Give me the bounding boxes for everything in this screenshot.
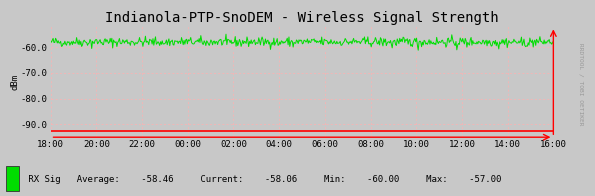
Text: RX Sig   Average:    -58.46     Current:    -58.06     Min:    -60.00     Max:  : RX Sig Average: -58.46 Current: -58.06 M… — [23, 175, 501, 184]
Title: Indianola-PTP-SnoDEM - Wireless Signal Strength: Indianola-PTP-SnoDEM - Wireless Signal S… — [105, 11, 499, 25]
Text: RRDTOOL / TOBI OETIKER: RRDTOOL / TOBI OETIKER — [579, 43, 584, 125]
Y-axis label: dBm: dBm — [11, 74, 20, 90]
